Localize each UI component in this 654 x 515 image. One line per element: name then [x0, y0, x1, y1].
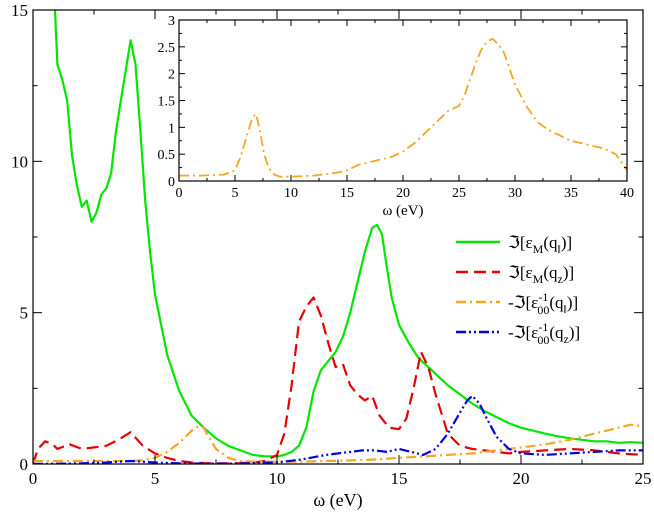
main-y-tick-label: 15	[11, 1, 28, 20]
main-x-tick-label: 0	[29, 469, 38, 488]
main-series-line-1	[33, 296, 643, 464]
legend-label-2: -ℑ[ε-1 00(q‖)]	[508, 290, 578, 317]
main-series-group	[33, 10, 643, 464]
legend: ℑ[εM(q‖)] ℑ[εM(qz)] -ℑ[ε-1 00(q‖)] -ℑ[ε-1 00(…	[456, 233, 580, 347]
inset-y-tick-label: 2	[168, 68, 175, 83]
main-y-tick-label: 0	[20, 455, 29, 474]
inset-x-tick-label: 5	[232, 186, 239, 201]
legend-label-0: ℑ[εM(q‖)]	[508, 233, 572, 256]
inset-x-tick-label: 20	[396, 186, 410, 201]
inset-x-tick-label: 15	[340, 186, 354, 201]
main-x-axis-label: ω (eV)	[313, 490, 362, 511]
inset-x-tick-label: 0	[176, 186, 183, 201]
main-x-tick-label: 25	[635, 469, 652, 488]
legend-label-1: ℑ[εM(qz)]	[508, 263, 574, 286]
inset-y-tick-label: 2.5	[158, 41, 176, 56]
inset-x-tick-label: 40	[620, 186, 634, 201]
main-x-tick-label: 15	[391, 469, 408, 488]
inset-plot: 0 5 10 15 20 25 30 35 40 0 0.5 1 1.5 2 2.5 3 ω (eV)	[158, 14, 635, 219]
inset-background	[179, 20, 627, 181]
main-y-tick-label: 10	[11, 152, 28, 171]
main-series-line-3	[33, 394, 643, 464]
inset-x-axis-label: ω (eV)	[382, 203, 423, 219]
inset-y-tick-label: 1	[168, 121, 175, 136]
main-y-tick-label: 5	[20, 304, 29, 323]
inset-x-tick-label: 35	[564, 186, 578, 201]
legend-label-3: -ℑ[ε-1 00(qz)]	[508, 320, 580, 347]
inset-series-line-0	[179, 37, 627, 178]
inset-series-group	[179, 37, 627, 178]
inset-x-tick-label: 30	[508, 186, 522, 201]
inset-y-tick-label: 3	[168, 14, 175, 29]
main-series-line-0	[53, 10, 643, 458]
main-x-tick-label: 20	[513, 469, 530, 488]
inset-y-tick-label: 0	[168, 175, 175, 190]
inset-x-tick-label: 10	[284, 186, 298, 201]
inset-y-tick-label: 0.5	[158, 148, 176, 163]
inset-y-tick-label: 1.5	[158, 95, 176, 110]
main-series-line-2	[33, 423, 643, 463]
inset-x-tick-label: 25	[452, 186, 466, 201]
main-x-tick-label: 5	[151, 469, 160, 488]
main-x-tick-label: 10	[269, 469, 286, 488]
